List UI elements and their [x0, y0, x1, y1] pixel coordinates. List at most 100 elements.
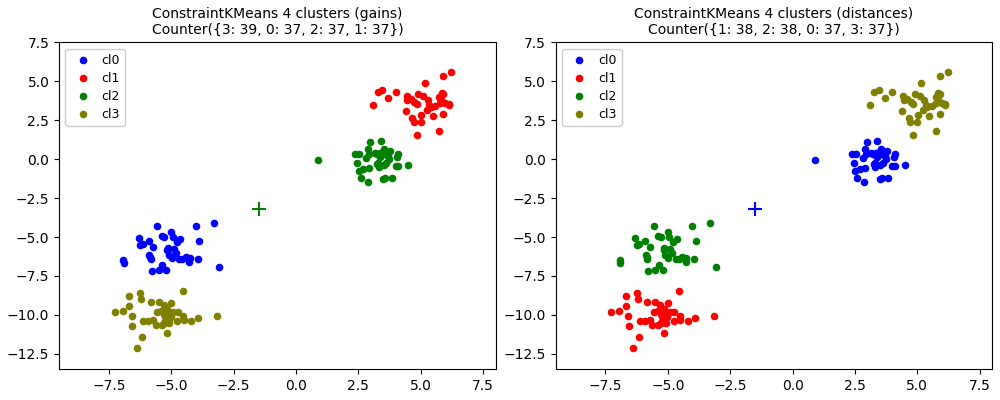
cl1 [611, 308, 627, 314]
cl0 [857, 164, 873, 171]
cl0 [115, 257, 131, 263]
cl1 [435, 110, 451, 117]
cl2 [390, 150, 406, 157]
cl0 [132, 242, 148, 248]
cl0 [856, 179, 872, 185]
cl1 [427, 103, 443, 109]
cl2 [647, 267, 663, 273]
cl0 [158, 267, 174, 274]
cl2 [639, 254, 655, 260]
cl1 [650, 322, 666, 329]
cl3 [160, 310, 176, 317]
cl2 [375, 176, 391, 182]
cl1 [415, 93, 431, 100]
Title: ConstraintKMeans 4 clusters (distances)
Counter({1: 38, 2: 38, 0: 37, 3: 37}): ConstraintKMeans 4 clusters (distances) … [634, 7, 913, 37]
cl1 [656, 330, 672, 336]
cl1 [432, 100, 448, 106]
cl0 [156, 234, 172, 240]
cl2 [684, 222, 700, 229]
cl1 [666, 318, 682, 324]
cl0 [168, 250, 184, 256]
cl0 [141, 252, 157, 258]
cl3 [871, 86, 887, 93]
cl2 [376, 145, 392, 152]
cl0 [116, 260, 132, 266]
cl2 [367, 149, 383, 156]
cl1 [425, 113, 441, 119]
cl1 [409, 100, 425, 107]
cl0 [182, 255, 198, 261]
cl1 [646, 308, 662, 315]
cl1 [437, 100, 453, 106]
cl1 [374, 86, 390, 93]
cl1 [435, 73, 451, 80]
cl3 [866, 89, 882, 95]
cl3 [905, 132, 921, 138]
cl3 [928, 94, 944, 100]
cl3 [209, 313, 225, 319]
cl2 [372, 150, 388, 156]
cl1 [398, 108, 414, 114]
cl3 [921, 113, 937, 119]
cl3 [901, 115, 917, 122]
cl2 [388, 163, 404, 169]
cl0 [877, 153, 893, 160]
cl2 [640, 267, 656, 274]
cl3 [145, 317, 161, 323]
cl3 [909, 118, 925, 125]
cl1 [618, 293, 634, 299]
cl3 [170, 309, 186, 316]
cl0 [154, 233, 170, 240]
cl2 [358, 155, 374, 162]
cl0 [865, 151, 881, 157]
cl0 [191, 238, 207, 244]
cl0 [163, 228, 179, 235]
cl1 [423, 104, 439, 111]
Title: ConstraintKMeans 4 clusters (gains)
Counter({3: 39, 0: 37, 2: 37, 1: 37}): ConstraintKMeans 4 clusters (gains) Coun… [152, 7, 403, 37]
cl3 [919, 104, 935, 111]
cl2 [650, 233, 666, 240]
cl0 [887, 162, 903, 169]
cl3 [153, 308, 169, 314]
cl1 [656, 310, 672, 317]
cl2 [349, 160, 365, 166]
cl3 [107, 309, 123, 316]
cl0 [875, 160, 891, 166]
cl0 [849, 175, 865, 181]
cl3 [918, 101, 934, 108]
cl0 [847, 167, 863, 174]
cl0 [874, 175, 890, 182]
cl1 [410, 91, 426, 97]
cl3 [163, 300, 179, 307]
cl1 [417, 80, 433, 86]
cl1 [629, 290, 645, 296]
cl3 [135, 318, 151, 324]
cl0 [866, 160, 882, 167]
cl3 [157, 318, 173, 324]
cl1 [406, 99, 422, 105]
cl2 [639, 256, 655, 262]
cl3 [910, 112, 926, 118]
cl3 [156, 311, 172, 317]
cl1 [421, 101, 437, 108]
cl3 [924, 103, 940, 109]
cl1 [399, 92, 415, 99]
cl2 [355, 166, 371, 172]
cl2 [351, 151, 367, 157]
cl3 [183, 318, 199, 324]
cl2 [688, 238, 704, 244]
cl1 [662, 308, 678, 315]
cl3 [884, 89, 900, 95]
cl1 [654, 318, 670, 324]
cl1 [621, 323, 637, 329]
cl0 [878, 156, 894, 162]
cl3 [932, 73, 948, 80]
cl1 [603, 309, 619, 316]
cl0 [141, 238, 157, 244]
cl3 [916, 97, 932, 104]
cl2 [629, 242, 645, 248]
cl0 [872, 162, 888, 168]
cl3 [143, 299, 159, 305]
cl2 [642, 244, 658, 250]
cl0 [863, 149, 879, 156]
